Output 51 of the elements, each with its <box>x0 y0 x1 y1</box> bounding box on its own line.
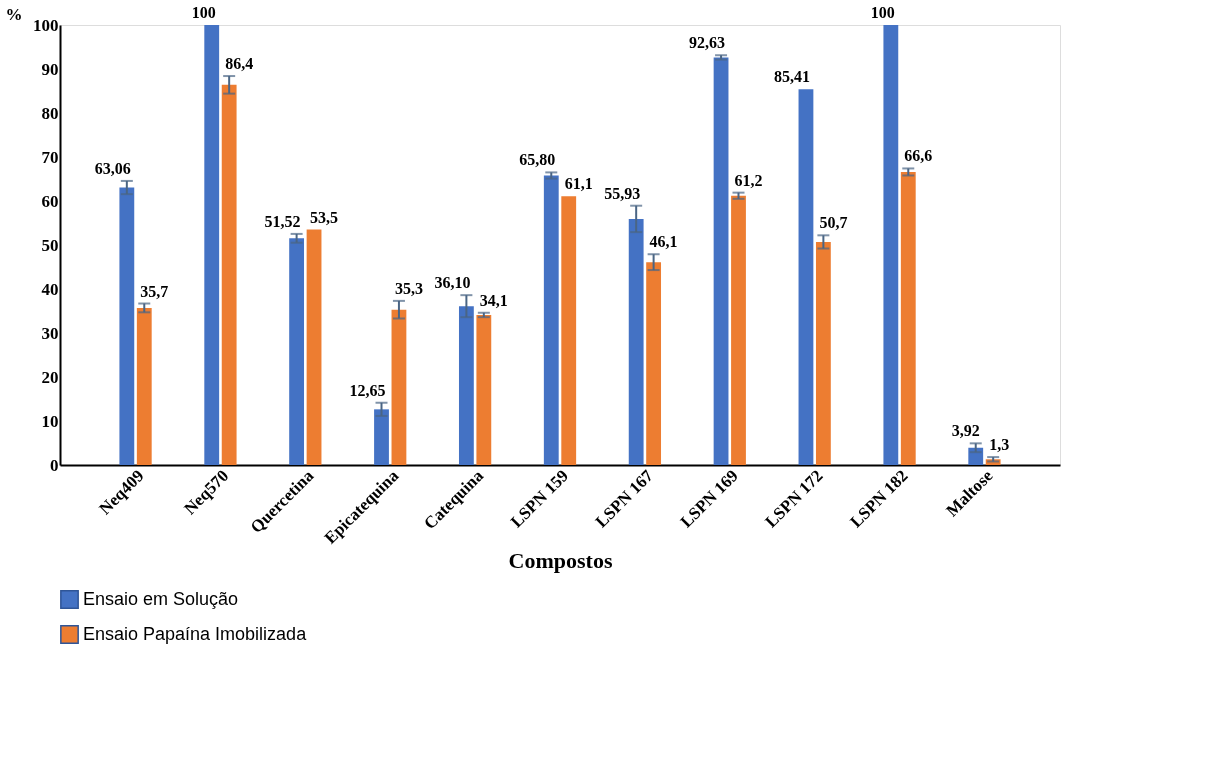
data-label: 34,1 <box>479 291 508 309</box>
legend-label: Ensaio em Solução <box>83 588 239 609</box>
data-label: 35,3 <box>394 279 423 297</box>
bar <box>374 409 389 465</box>
y-tick-label: 100 <box>33 15 59 35</box>
bar <box>883 25 899 465</box>
bar <box>119 187 135 465</box>
y-axis-title: % <box>5 4 23 24</box>
y-tick-label: 50 <box>41 235 59 255</box>
data-label: 65,80 <box>519 151 556 169</box>
bar <box>204 25 220 465</box>
y-tick-label: 80 <box>41 103 59 123</box>
data-label: 12,65 <box>349 381 386 399</box>
data-label: 100 <box>870 4 895 21</box>
y-tick-label: 60 <box>41 191 59 211</box>
bar <box>289 238 305 465</box>
bar <box>561 196 577 465</box>
data-label: 85,41 <box>773 68 810 86</box>
bar <box>458 306 474 465</box>
data-label: 61,1 <box>564 175 593 193</box>
y-tick-label: 10 <box>41 411 59 431</box>
data-label: 3,92 <box>951 422 980 440</box>
y-tick-label: 20 <box>41 367 59 387</box>
data-label: 46,1 <box>649 233 678 251</box>
x-axis-title: Compostos <box>508 547 613 573</box>
data-label: 36,10 <box>434 274 471 292</box>
data-label: 35,7 <box>140 282 169 300</box>
bar <box>646 262 662 465</box>
y-tick-label: 30 <box>41 323 59 343</box>
data-label: 63,06 <box>94 159 131 177</box>
legend-label: Ensaio Papaína Imobilizada <box>83 623 308 644</box>
data-label: 92,63 <box>689 34 726 52</box>
data-label: 53,5 <box>310 208 339 226</box>
bar <box>306 229 322 465</box>
data-label: 61,2 <box>734 171 763 189</box>
bar <box>798 89 814 465</box>
data-label: 100 <box>191 4 216 21</box>
data-label: 66,6 <box>904 147 933 165</box>
y-tick-label: 70 <box>41 147 59 167</box>
data-label: 51,52 <box>264 212 301 230</box>
bar <box>391 309 407 465</box>
bar <box>221 84 237 465</box>
y-tick-label: 40 <box>41 279 59 299</box>
y-tick-label: 0 <box>50 455 59 475</box>
y-tick-label: 90 <box>41 59 59 79</box>
data-label: 55,93 <box>604 184 641 202</box>
bar <box>815 241 831 465</box>
data-label: 50,7 <box>819 214 848 232</box>
data-label: 86,4 <box>225 55 254 73</box>
data-label: 1,3 <box>989 436 1010 454</box>
bar <box>628 218 644 465</box>
